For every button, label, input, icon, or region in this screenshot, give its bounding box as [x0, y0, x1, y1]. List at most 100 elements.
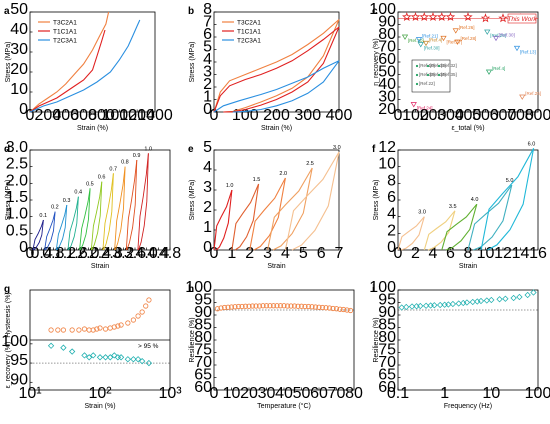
plot-frame [213, 149, 340, 251]
hysteresis-point [102, 326, 109, 332]
this-work-star [428, 12, 438, 22]
x-tick-label: 7 [335, 245, 344, 262]
x-tick-label: 0 [210, 385, 219, 402]
cycle-label: 0.5 [86, 181, 94, 187]
resilience-point [477, 297, 485, 305]
hysteresis-point [97, 325, 103, 331]
cycle-label: 2.5 [306, 161, 314, 167]
hysteresis-point [69, 327, 75, 333]
resilience-point [309, 304, 315, 310]
cycle-loading-0.9 [125, 159, 138, 251]
legend-entry: T1C1A1 [237, 29, 261, 36]
cycle-label: 3.0 [418, 210, 426, 216]
resilience-point [274, 303, 280, 309]
y-axis-label: Stress (MPa) [5, 42, 12, 83]
panel-letter: f [372, 144, 376, 155]
x-tick-label: 1.2 [54, 245, 76, 262]
panel-letter: b [188, 6, 194, 17]
y-tick-label: 20 [10, 61, 28, 78]
y-tick-label: 90 [194, 304, 212, 321]
x-tick-label: 80 [345, 385, 363, 402]
resilience-point [431, 302, 438, 309]
inset-marker [426, 64, 430, 68]
y-tick-label: 4 [203, 51, 212, 68]
cycle-label: 1.5 [253, 177, 261, 183]
reference-marker [513, 45, 521, 52]
unloading-curve-T3C2A1 [223, 19, 340, 113]
unloading-curve-2.0 [253, 177, 286, 251]
resilience-point [344, 307, 350, 313]
hysteresis-point [139, 309, 145, 315]
hysteresis-point [94, 326, 100, 332]
this-work-label-box [507, 13, 537, 24]
resilience-point [403, 303, 410, 311]
x-tick-label: 2 [411, 245, 420, 262]
reference-label: [Ref.20] [408, 38, 424, 43]
cycle-unloading-0.3 [56, 204, 68, 251]
y-tick-label: 65 [378, 367, 396, 384]
y-tick-label: 30 [378, 89, 396, 106]
resilience-point [316, 304, 322, 310]
legend-entry: T1C1A1 [53, 29, 77, 36]
y-tick-label: 8 [203, 1, 212, 18]
x-tick-label: 300 [437, 107, 464, 124]
y-tick-label: 1 [203, 89, 212, 106]
x-tick-label: 1 [440, 385, 449, 402]
cycle-label: 0.8 [121, 160, 129, 166]
y-tick-label: 80 [194, 329, 212, 346]
x-tick-label: 6 [446, 245, 455, 262]
y-axis-label: Stress (MPa) [373, 180, 380, 221]
resilience-point [263, 303, 270, 309]
reference-marker [454, 39, 461, 45]
cycle-label: 5.0 [506, 178, 514, 184]
y-tick-label: 5 [203, 39, 212, 56]
x-tick-label: 60 [310, 385, 328, 402]
x-tick-label: 300 [294, 107, 321, 124]
inset-label: [Ref.34] [430, 72, 446, 77]
recovery-point [68, 348, 76, 355]
resilience-point [218, 305, 224, 311]
cycle-loading-0.1 [32, 219, 44, 251]
reference-label: [Ref.30] [424, 46, 440, 51]
resilience-point [260, 303, 266, 309]
panel-letter: e [188, 144, 194, 155]
x-tick-label: 6 [317, 245, 326, 262]
y-tick-label: 95 [10, 352, 28, 369]
cycle-label: 3.5 [449, 204, 457, 210]
reference-marker [410, 102, 417, 108]
y-tick-label: 0 [203, 239, 212, 256]
y-tick-label: 6 [387, 189, 396, 206]
plot-frame [213, 289, 355, 391]
hysteresis-point [60, 327, 66, 333]
unloading-curve-5.0 [473, 184, 513, 251]
loading-curve-T3C2A1 [213, 19, 340, 113]
hysteresis-point [130, 317, 136, 323]
x-tick-label: 1000 [101, 107, 137, 124]
panel-h: 0 10 20 30 40 50 60 70 806065707580859095100hTem… [185, 279, 363, 410]
x-tick-label: 100 [402, 107, 429, 124]
cycle-unloading-0.9 [126, 159, 138, 251]
x-tick-label: 1.6 [66, 245, 88, 262]
x-tick-label: 0 [394, 107, 403, 124]
resilience-point [530, 289, 537, 296]
y-tick-label: 100 [185, 279, 212, 296]
x-tick-label: 30 [258, 385, 276, 402]
resilience-point [333, 306, 340, 312]
recovery-point [114, 354, 122, 361]
y-tick-label: 60 [378, 51, 396, 68]
y-tick-label: 0 [19, 101, 28, 118]
resilience-point [228, 304, 235, 310]
this-work-label: This Work [507, 16, 537, 23]
resilience-point [221, 304, 228, 311]
reference-label: [Ref.24] [417, 106, 433, 111]
y-tick-label: 2.0 [6, 172, 28, 189]
resilience-point [246, 303, 252, 309]
this-work-star [410, 12, 421, 22]
y-tick-label: 60 [194, 379, 212, 396]
x-tick-label: 16 [529, 245, 547, 262]
resilience-point [284, 303, 291, 309]
x-tick-label: 10 [223, 385, 241, 402]
reference-marker [485, 69, 493, 75]
